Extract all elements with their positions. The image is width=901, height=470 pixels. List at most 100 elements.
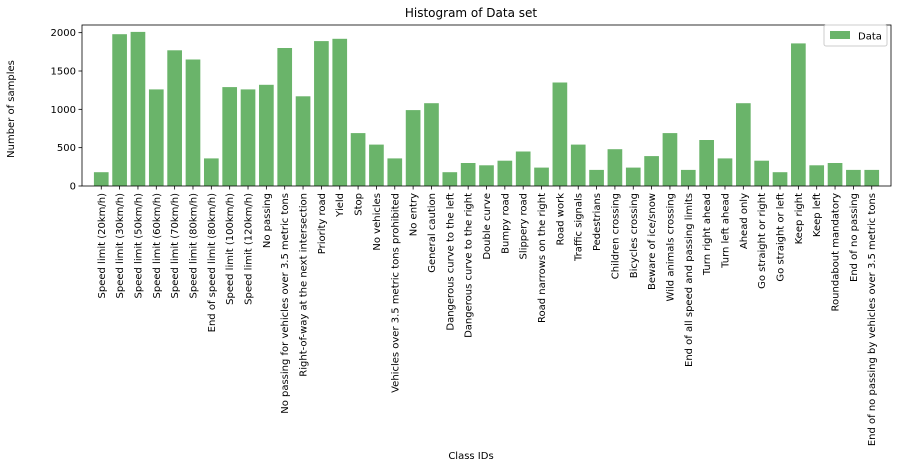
- x-tick-label: Speed limit (80km/h): [188, 193, 199, 299]
- x-tick-label: Road work: [555, 193, 566, 246]
- bar: [424, 103, 439, 186]
- y-axis-label: Number of samples: [6, 60, 17, 158]
- bar: [222, 87, 238, 186]
- bar: [570, 144, 586, 186]
- x-tick-label: No vehicles: [372, 193, 383, 251]
- x-tick-label: Speed limit (30km/h): [115, 193, 126, 299]
- x-axis-label: Class IDs: [448, 451, 493, 462]
- bar: [515, 151, 531, 186]
- bar: [754, 160, 770, 186]
- y-tick-label: 2000: [51, 28, 76, 39]
- x-tick-label: Right-of-way at the next intersection: [299, 193, 310, 377]
- x-tick-label: No entry: [409, 193, 420, 236]
- bar: [497, 160, 513, 186]
- x-tick-label: Children crossing: [610, 193, 621, 279]
- x-tick-label: Speed limit (120km/h): [244, 193, 255, 305]
- x-tick-label: Slippery road: [519, 193, 530, 259]
- x-tick-label: Go straight or right: [757, 193, 768, 289]
- y-tick-label: 0: [70, 182, 76, 193]
- legend: Data: [823, 24, 888, 47]
- bar: [460, 163, 476, 186]
- x-tick-label: Bicycles crossing: [629, 193, 640, 278]
- x-tick-label: Keep left: [812, 193, 823, 237]
- x-tick-label: Speed limit (100km/h): [225, 193, 236, 305]
- x-tick-label: Road narrows on the right: [537, 193, 548, 323]
- bar: [607, 149, 623, 186]
- bar: [589, 169, 604, 186]
- x-tick-label: Dangerous curve to the left: [445, 193, 456, 331]
- y-tick-label: 500: [57, 143, 76, 154]
- bar: [314, 41, 329, 186]
- x-tick-label: Turn left ahead: [720, 193, 731, 269]
- x-tick-label: General caution: [427, 193, 438, 273]
- bar: [240, 89, 256, 186]
- x-tick-label: Ahead only: [739, 193, 750, 249]
- legend-swatch: [830, 31, 850, 39]
- x-tick-label: Roundabout mandatory: [831, 193, 842, 312]
- bar: [167, 50, 182, 186]
- x-tick-label: End of all speed and passing limits: [684, 193, 695, 367]
- chart-title: Histogram of Data set: [405, 6, 538, 20]
- x-tick-label: No passing for vehicles over 3.5 metric …: [280, 193, 291, 414]
- bar: [699, 140, 714, 186]
- bar: [130, 31, 146, 187]
- bar: [827, 163, 843, 186]
- legend-label: Data: [858, 32, 882, 43]
- x-tick-label: Priority road: [317, 193, 328, 254]
- bar: [717, 158, 733, 186]
- bar: [809, 165, 825, 186]
- bar: [644, 156, 659, 186]
- y-tick-label: 1000: [51, 105, 76, 116]
- bar: [625, 167, 641, 186]
- bar: [552, 82, 568, 186]
- x-tick-label: End of no passing: [849, 193, 860, 282]
- x-tick-label: Dangerous curve to the right: [464, 193, 475, 338]
- bar: [332, 38, 348, 186]
- x-tick-label: End of no passing by vehicles over 3.5 m…: [867, 193, 878, 446]
- bar: [405, 110, 421, 186]
- bar: [846, 169, 861, 186]
- bar: [277, 48, 293, 186]
- x-tick-label: Speed limit (60km/h): [152, 193, 163, 299]
- bar: [148, 89, 164, 186]
- y-tick-label: 1500: [51, 67, 76, 78]
- bar: [735, 103, 751, 186]
- x-tick-label: No passing: [262, 193, 273, 248]
- x-tick-label: Pedestrians: [592, 193, 603, 251]
- x-tick-label: Turn right ahead: [702, 193, 713, 276]
- x-tick-label: Yield: [335, 193, 346, 218]
- bar: [864, 169, 880, 186]
- x-tick-label: Speed limit (50km/h): [133, 193, 144, 299]
- x-tick-label: Keep right: [794, 193, 805, 244]
- x-tick-label: Double curve: [482, 193, 493, 260]
- x-tick-label: Beware of ice/snow: [647, 193, 658, 290]
- bar: [295, 96, 311, 186]
- x-tick-label: Go straight or left: [776, 193, 787, 282]
- bar: [680, 169, 696, 186]
- x-tick-label: Wild animals crossing: [665, 193, 676, 301]
- ticks-layer: 0 500 1000 1500 2000 Speed limit (20km/h) Spee…: [51, 28, 879, 446]
- bar: [479, 165, 494, 186]
- bar: [772, 172, 788, 186]
- x-tick-label: End of speed limit (80km/h): [207, 193, 218, 332]
- x-tick-label: Vehicles over 3.5 metric tons prohibited: [390, 193, 401, 393]
- bars-layer: [93, 31, 880, 187]
- bar: [442, 172, 458, 186]
- x-tick-label: Speed limit (70km/h): [170, 193, 181, 299]
- bar: [112, 34, 127, 187]
- bar: [259, 84, 274, 186]
- bar: [203, 158, 219, 186]
- bar: [534, 167, 549, 186]
- axes-layer: [81, 24, 892, 187]
- legend-frame: [823, 24, 888, 47]
- bar: [791, 43, 806, 187]
- x-tick-label: Traffic signals: [574, 193, 585, 262]
- plot-frame: [81, 24, 892, 187]
- bar: [350, 133, 366, 186]
- x-tick-label: Stop: [354, 193, 365, 216]
- bar: [662, 133, 678, 186]
- bar: [369, 144, 384, 186]
- x-tick-label: Speed limit (20km/h): [97, 193, 108, 299]
